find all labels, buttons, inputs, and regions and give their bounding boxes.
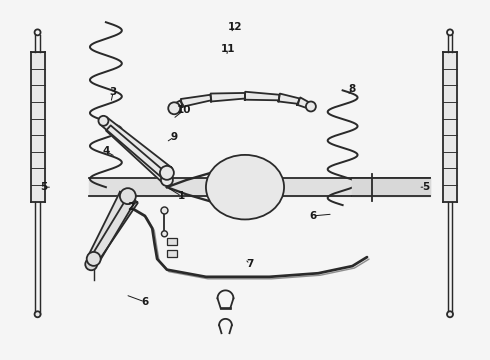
Polygon shape [100,117,172,178]
Polygon shape [88,192,136,262]
Circle shape [85,258,97,270]
Circle shape [161,174,173,186]
Polygon shape [278,94,299,104]
Text: 5: 5 [422,182,429,192]
Text: 3: 3 [110,87,117,97]
Circle shape [168,102,180,114]
Circle shape [306,102,316,112]
Polygon shape [352,178,431,196]
Text: 11: 11 [220,44,235,54]
Text: 6: 6 [141,297,148,307]
Circle shape [98,116,108,126]
Polygon shape [172,101,183,112]
Circle shape [87,252,100,266]
Text: 9: 9 [171,132,178,142]
Text: 5: 5 [40,182,48,192]
FancyBboxPatch shape [168,250,177,257]
Polygon shape [30,52,45,202]
Ellipse shape [206,155,284,220]
Circle shape [447,311,453,317]
Polygon shape [245,92,279,100]
Text: 8: 8 [349,84,356,94]
Text: 2: 2 [127,202,134,212]
Text: 4: 4 [102,146,110,156]
Circle shape [161,207,168,214]
FancyBboxPatch shape [168,238,177,245]
Polygon shape [297,98,312,109]
Text: 7: 7 [246,259,253,269]
Text: 1: 1 [178,191,185,201]
Circle shape [160,166,174,180]
Text: 10: 10 [177,105,191,115]
Polygon shape [88,197,138,266]
Polygon shape [181,95,211,107]
Polygon shape [106,125,170,184]
Polygon shape [211,93,245,102]
Text: 6: 6 [310,211,317,221]
Polygon shape [89,178,431,196]
Text: 12: 12 [228,22,243,32]
Circle shape [162,231,168,237]
Polygon shape [443,52,457,202]
Circle shape [120,188,136,204]
Circle shape [35,311,41,317]
